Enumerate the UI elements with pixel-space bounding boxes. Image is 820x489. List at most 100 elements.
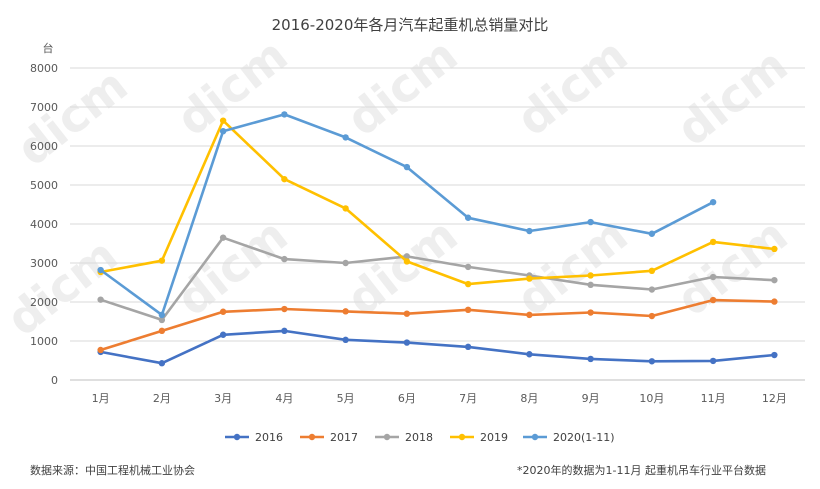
data-point [709,198,717,206]
legend-marker [233,433,241,441]
legend-marker [383,433,391,441]
y-tick-label: 0 [51,374,58,387]
data-point [219,127,227,135]
series-2018 [97,234,778,324]
series-line [100,298,775,352]
data-point [219,117,227,124]
data-point [158,316,166,324]
data-point [771,276,778,284]
data-point [587,355,594,363]
data-point [587,281,594,289]
data-point [709,273,717,281]
data-point [648,286,656,293]
data-point [219,308,227,315]
x-tick-label: 8月 [520,392,538,405]
series-lines [97,111,778,367]
data-point [281,255,288,263]
data-point [97,266,104,274]
data-point [771,351,778,359]
series-line [100,329,775,365]
data-point [587,272,594,279]
x-tick-label: 12月 [762,392,787,405]
legend-label: 2018 [405,431,433,444]
legend-label: 2019 [480,431,508,444]
legend-marker [458,433,466,441]
legend: 2016 2017 2018 2019 2020(1-11) [225,431,615,444]
data-point [158,360,166,367]
data-point [281,305,288,313]
x-tick-label: 4月 [275,392,293,405]
legend-label: 2020(1-11) [553,431,615,444]
chart-title: 2016-2020年各月汽车起重机总销量对比 [272,16,549,34]
data-point [709,357,717,365]
series-2020(1-11) [97,111,717,319]
x-tick-label: 9月 [582,392,600,405]
legend-item: 2018 [375,431,433,444]
data-point [771,245,778,253]
data-point [709,296,717,304]
x-tick-label: 10月 [639,392,664,405]
data-point [97,346,104,354]
data-point [281,111,288,118]
x-tick-label: 11月 [701,392,726,405]
data-point [342,259,349,267]
data-point [403,258,411,265]
data-point [403,163,411,171]
data-point [464,343,472,351]
data-point [403,253,411,260]
data-point [709,238,717,246]
x-tick-label: 6月 [398,392,416,405]
data-point [526,311,533,319]
data-point [158,257,166,264]
series-2016 [97,327,778,367]
data-point [526,275,533,282]
x-tick-label: 3月 [214,392,232,405]
data-point [342,134,349,141]
data-point [648,267,656,274]
data-point [464,214,472,221]
data-point [771,298,778,305]
series-line [100,119,775,286]
data-point [403,339,411,346]
data-point [648,230,656,237]
y-tick-label: 1000 [30,335,58,348]
data-point [158,327,166,335]
data-point [464,263,472,271]
series-line [99,113,714,317]
series-line [100,236,775,322]
data-point [526,227,533,235]
data-point [281,327,288,335]
y-axis-unit-label: 台 [43,41,54,55]
gridlines [70,67,805,381]
legend-item: 2020(1-11) [523,431,615,444]
data-point [526,351,533,358]
series-2019 [97,117,778,288]
x-axis-ticks: 1月 2月 3月 4月 5月 6月 7月 8月 9月 10月 11月 12月 [92,392,787,405]
data-point [403,310,411,317]
y-tick-label: 4000 [30,218,58,231]
legend-marker [308,433,316,441]
data-point [464,280,472,288]
legend-label: 2016 [255,431,283,444]
data-point [587,218,594,226]
y-tick-label: 8000 [30,62,58,75]
legend-item: 2019 [450,431,508,444]
data-point [648,312,656,320]
data-point [342,336,349,344]
data-point [342,205,349,212]
data-point [342,308,349,315]
data-point [158,311,166,319]
footnote: *2020年的数据为1-11月 起重机吊车行业平台数据 [517,464,766,477]
x-tick-label: 1月 [92,392,110,405]
x-tick-label: 2月 [153,392,171,405]
y-tick-label: 2000 [30,296,58,309]
legend-label: 2017 [330,431,358,444]
y-tick-label: 7000 [30,101,58,114]
legend-item: 2016 [225,431,283,444]
y-tick-label: 3000 [30,257,58,270]
data-point [587,309,594,316]
data-point [97,296,104,303]
data-point [281,175,288,183]
data-point [219,331,227,338]
